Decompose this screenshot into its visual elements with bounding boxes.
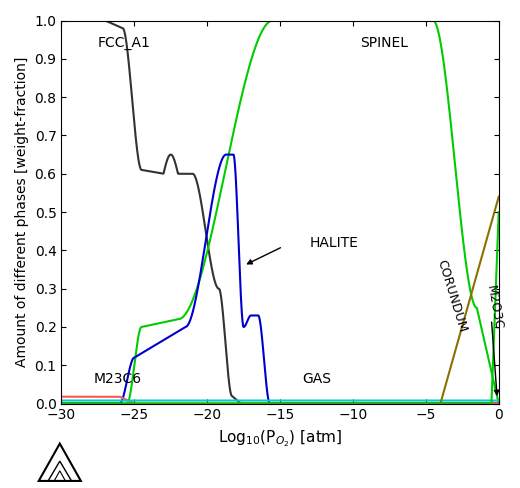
Text: FCC_A1: FCC_A1 xyxy=(98,36,151,50)
Y-axis label: Amount of different phases [weight-fraction]: Amount of different phases [weight-fract… xyxy=(15,57,29,367)
X-axis label: Log$_{10}$(P$_{O_2}$) [atm]: Log$_{10}$(P$_{O_2}$) [atm] xyxy=(218,428,342,448)
Text: M23C6: M23C6 xyxy=(94,372,141,386)
Text: HALITE: HALITE xyxy=(309,236,358,250)
Text: CORUNDUM: CORUNDUM xyxy=(435,258,470,334)
Text: GAS: GAS xyxy=(302,372,331,386)
Text: SPINEL: SPINEL xyxy=(360,36,408,50)
Text: M2O3C: M2O3C xyxy=(484,285,504,331)
